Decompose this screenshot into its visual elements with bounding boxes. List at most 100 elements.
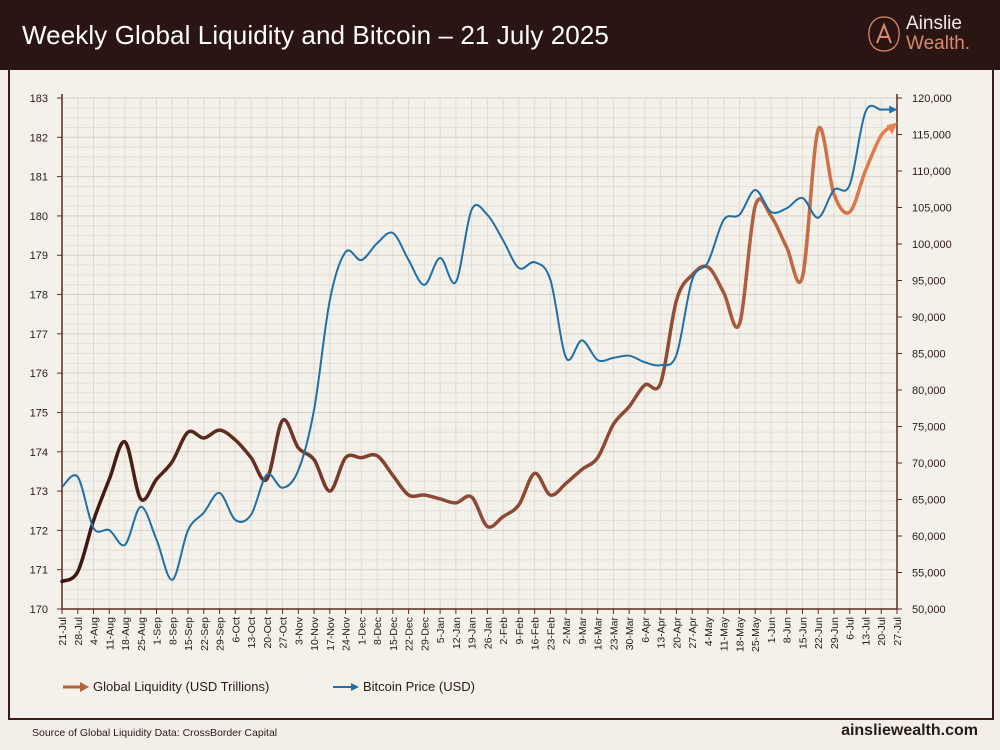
bitcoin-point [376,242,378,244]
bitcoin-point [534,261,536,263]
liquidity-point [738,323,741,326]
bitcoin-point [660,364,662,366]
bitcoin-point [518,267,520,269]
x-axis-tick-label: 20-Oct [262,617,274,649]
right-axis-tick-label: 110,000 [912,166,951,178]
left-axis-tick-label: 173 [30,486,48,498]
left-axis-tick-label: 183 [30,93,48,105]
liquidity-point [391,474,394,477]
ainslie-wealth-logo: Ainslie Wealth. [866,14,986,58]
x-axis-tick-label: 27-Apr [687,616,699,648]
logo-text-line2: Wealth. [906,33,971,54]
bitcoin-point [61,486,63,488]
header-bar: Weekly Global Liquidity and Bitcoin – 21… [0,0,1000,70]
right-axis-tick-label: 115,000 [912,130,951,142]
liquidity-point [549,494,552,497]
right-axis-tick-label: 100,000 [912,239,952,251]
x-axis-tick-label: 6-Apr [640,617,652,643]
blue-arrow-icon [333,682,359,691]
legend-item-bitcoin: Bitcoin Price (USD) [332,679,475,694]
bitcoin-point [486,214,488,216]
liquidity-point [250,456,253,459]
x-axis-tick-label: 1-Dec [356,617,368,645]
liquidity-point [785,246,788,249]
liquidity-point [502,515,505,518]
liquidity-point [187,431,190,434]
bitcoin-point [581,339,583,341]
bitcoin-point [439,257,441,259]
bitcoin-point [628,355,630,357]
liquidity-point [517,503,520,506]
liquidity-point [202,437,205,440]
liquidity-point [297,446,300,449]
x-axis-tick-label: 6-Oct [230,617,242,643]
bitcoin-point [644,361,646,363]
x-axis-tick-label: 15-Jun [797,617,809,649]
bitcoin-point [329,299,331,301]
liquidity-point [628,405,631,408]
right-axis-tick-label: 75,000 [912,422,946,434]
x-axis-tick-label: 19-Jan [467,617,479,649]
liquidity-point [817,128,820,131]
x-axis-tick-label: 30-Mar [624,617,636,651]
bitcoin-price-line [61,104,893,581]
bitcoin-point [297,469,299,471]
x-axis-tick-label: 16-Mar [593,617,605,651]
logo-text-line1: Ainslie [906,13,962,34]
left-axis-tick-label: 178 [30,290,48,302]
left-axis-tick-label: 182 [30,132,48,144]
x-axis-tick-label: 20-Apr [671,616,683,648]
liquidity-point [265,478,268,481]
bitcoin-point [187,529,189,531]
liquidity-point [61,580,64,583]
chart-title: Weekly Global Liquidity and Bitcoin – 21… [22,20,609,50]
bitcoin-point [471,209,473,211]
bitcoin-point [770,211,772,213]
liquidity-point [596,456,599,459]
liquidity-point [108,478,111,481]
bitcoin-point [77,476,79,478]
x-axis-tick-label: 29-Jun [829,617,841,649]
bitcoin-point [754,189,756,191]
x-axis-tick-label: 2-Feb [498,617,510,645]
liquidity-point [612,423,615,426]
liquidity-point [864,169,867,172]
bitcoin-point [849,184,851,186]
right-axis-tick-label: 70,000 [912,458,946,470]
bitcoin-point [171,579,173,581]
x-axis-tick-label: 9-Mar [577,616,589,644]
liquidity-point [139,497,142,500]
liquidity-point [801,275,804,278]
liquidity-point [171,460,174,463]
right-axis-tick-label: 55,000 [912,568,946,580]
liquidity-point [691,273,694,276]
left-axis-tick-label: 172 [30,525,48,537]
x-axis-tick-label: 25-Aug [136,617,148,651]
orange-arrow-icon [63,681,89,692]
liquidity-point [360,456,363,459]
left-axis-tick-label: 179 [30,250,48,262]
bitcoin-point [612,357,614,359]
left-axis-tick-label: 174 [30,447,48,459]
x-axis-tick-label: 15-Sep [183,617,195,651]
bitcoin-point [266,474,268,476]
liquidity-point [533,472,536,475]
left-axis-tick-label: 170 [30,604,48,616]
bitcoin-point [455,281,457,283]
x-axis-tick-label: 8-Dec [372,617,384,645]
x-axis-tick-label: 25-May [750,616,762,652]
logo-a-icon [868,16,900,52]
x-axis-tick-label: 2-Mar [561,616,573,644]
bitcoin-point [864,111,866,113]
x-axis-tick-label: 6-Jul [845,617,857,640]
bitcoin-point [423,284,425,286]
website-link[interactable]: ainsliewealth.com [841,722,978,739]
right-axis-tick-label: 90,000 [912,312,946,324]
liquidity-point [454,501,457,504]
liquidity-point [643,383,646,386]
liquidity-point [313,458,316,461]
x-axis-tick-label: 13-Oct [246,617,258,649]
x-axis-tick-label: 10-Nov [309,616,321,651]
bitcoin-point [833,189,835,191]
